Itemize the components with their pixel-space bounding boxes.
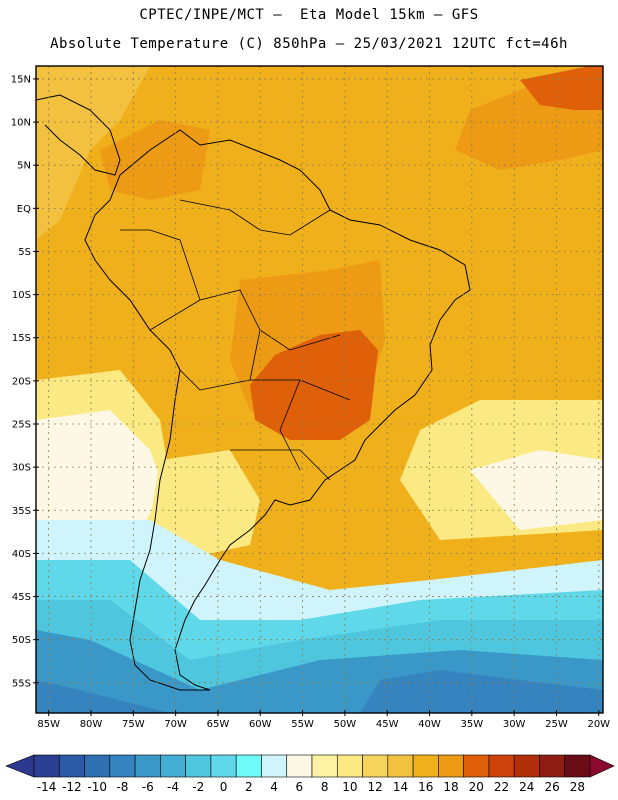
colorbar-label: -10 [87,780,107,794]
colorbar-swatch [261,754,288,778]
lon-tick-label: 70W [164,719,187,730]
colorbar-label: -8 [116,780,128,794]
colorbar-swatch [33,754,60,778]
lat-tick-label: 5N [17,161,31,172]
colorbar-label: 6 [296,780,304,794]
colorbar-label: 10 [342,780,357,794]
lon-tick-label: 50W [334,719,357,730]
lat-tick-label: 15N [11,74,31,85]
field-light-orange-northwest [36,66,150,240]
map-title-line1: CPTEC/INPE/MCT – Eta Model 15km – GFS [139,7,479,23]
lat-tick-label: 35S [12,506,31,517]
lat-tick-label: 25S [12,420,31,431]
lat-tick-label: 30S [12,463,31,474]
lat-tick-label: EQ [17,204,31,215]
lat-tick-label: 20S [12,376,31,387]
longitude-axis: 85W 80W 75W 70W 65W 60W 55W 50W 45W 40W 35W 30W 25W 2… [37,710,610,730]
colorbar-label: 22 [494,780,509,794]
colorbar-label: 24 [519,780,534,794]
lon-tick-label: 65W [207,719,230,730]
colorbar-swatch [438,754,464,778]
colorbar-swatch [336,754,363,778]
colorbar-label: -14 [37,780,57,794]
colorbar-swatch [539,754,566,778]
colorbar-swatch [362,754,389,778]
colorbar-label: 18 [443,780,458,794]
colorbar-swatch [412,754,439,778]
map-frame [35,65,604,714]
colorbar-label: 28 [570,780,585,794]
colorbar-label: -6 [142,780,154,794]
colorbar-swatch [387,754,414,778]
colorbar-swatch [311,754,338,778]
field-dark-orange-colombia [100,120,210,200]
colorbar-swatch [134,754,161,778]
lat-tick-label: 10S [12,290,31,301]
colorbar-swatch [463,754,490,778]
lon-tick-label: 60W [249,719,272,730]
field-deep-blue-south [36,670,603,713]
coastlines [36,94,471,691]
country-borders [120,199,351,481]
colorbar-swatch [58,754,85,778]
temperature-field [36,66,603,713]
colorbar-swatch [564,754,591,778]
south-america-coastline [84,129,471,691]
colorbar-swatch [513,754,540,778]
temperature-colorbar: -14 -12 -10 -8 -6 -4 -2 0 2 4 6 8 10 12 14 16 18 20 22 24 26… [5,754,615,794]
graticule-grid [36,66,603,713]
colorbar-swatch [185,754,212,778]
lat-tick-label: 40S [12,549,31,560]
lon-tick-label: 45W [376,719,399,730]
colorbar-under-triangle [5,754,35,778]
central-america-coastline [36,94,121,176]
colorbar-label: 8 [321,780,329,794]
colorbar-label: 16 [418,780,433,794]
colorbar-label: -12 [62,780,82,794]
colorbar-swatch [235,754,262,778]
colorbar-label: -4 [167,780,179,794]
map-title-line2: Absolute Temperature (C) 850hPa – 25/03/… [50,36,568,52]
lat-tick-label: 50S [12,635,31,646]
colorbar-swatch [160,754,186,778]
colorbar-swatch [84,754,111,778]
colorbar-over-triangle [589,754,615,778]
colorbar-swatch [109,754,136,778]
lon-tick-label: 35W [461,719,484,730]
lat-tick-label: 55S [12,678,31,689]
field-cream-pacific [36,410,165,540]
lon-tick-label: 30W [503,719,526,730]
field-cream-atlantic [470,450,603,530]
lon-tick-label: 40W [418,719,441,730]
lon-tick-label: 75W [122,719,145,730]
colorbar-swatch [488,754,515,778]
colorbar-label: 0 [220,780,228,794]
lat-tick-label: 15S [12,333,31,344]
colorbar-swatch [286,754,313,778]
lon-tick-label: 55W [291,719,314,730]
colorbar-label: 2 [245,780,253,794]
lon-tick-label: 80W [80,719,103,730]
lat-tick-label: 10N [11,118,31,129]
colorbar-label: -2 [192,780,204,794]
colorbar-label: 26 [544,780,559,794]
colorbar-label: 14 [393,780,408,794]
field-red-orange-core [250,330,378,440]
lat-tick-label: 45S [12,592,31,603]
colorbar-swatch [210,754,237,778]
latitude-axis: 15N 10N 5N EQ 5S 10S 15S 20S 25S 30S 35S 40S 45S 50S 5… [11,74,39,689]
field-yellow-argentina [150,450,260,560]
colorbar-label: 4 [270,780,278,794]
lon-tick-label: 25W [545,719,568,730]
lon-tick-label: 20W [587,719,610,730]
colorbar-label: 12 [368,780,383,794]
lat-tick-label: 5S [18,247,31,258]
lon-tick-label: 85W [37,719,60,730]
field-red-orange-atlantic [520,66,603,110]
colorbar-label: 20 [469,780,484,794]
